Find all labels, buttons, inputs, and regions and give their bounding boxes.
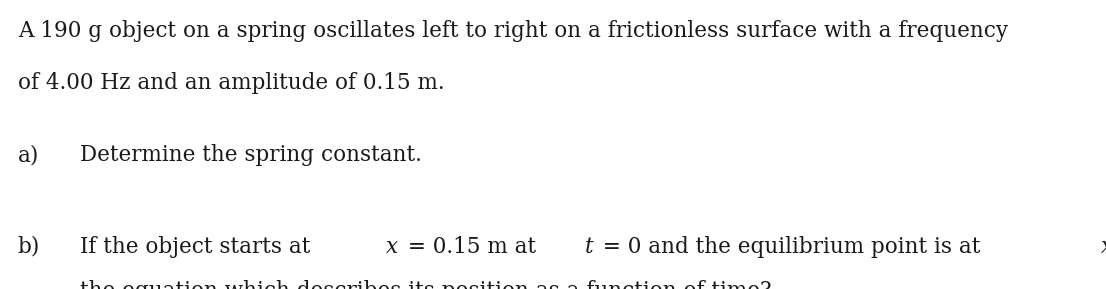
Text: = 0.15 m at: = 0.15 m at [401, 236, 543, 257]
Text: b): b) [18, 236, 40, 257]
Text: the equation which describes its position as a function of time?: the equation which describes its positio… [80, 280, 771, 289]
Text: a): a) [18, 144, 39, 166]
Text: If the object starts at: If the object starts at [80, 236, 317, 257]
Text: Determine the spring constant.: Determine the spring constant. [80, 144, 421, 166]
Text: of 4.00 Hz and an amplitude of 0.15 m.: of 4.00 Hz and an amplitude of 0.15 m. [18, 72, 445, 94]
Text: = 0 and the equilibrium point is at: = 0 and the equilibrium point is at [596, 236, 987, 257]
Text: x: x [386, 236, 398, 257]
Text: A 190 g object on a spring oscillates left to right on a frictionless surface wi: A 190 g object on a spring oscillates le… [18, 20, 1008, 42]
Text: x: x [1100, 236, 1106, 257]
Text: t: t [585, 236, 593, 257]
